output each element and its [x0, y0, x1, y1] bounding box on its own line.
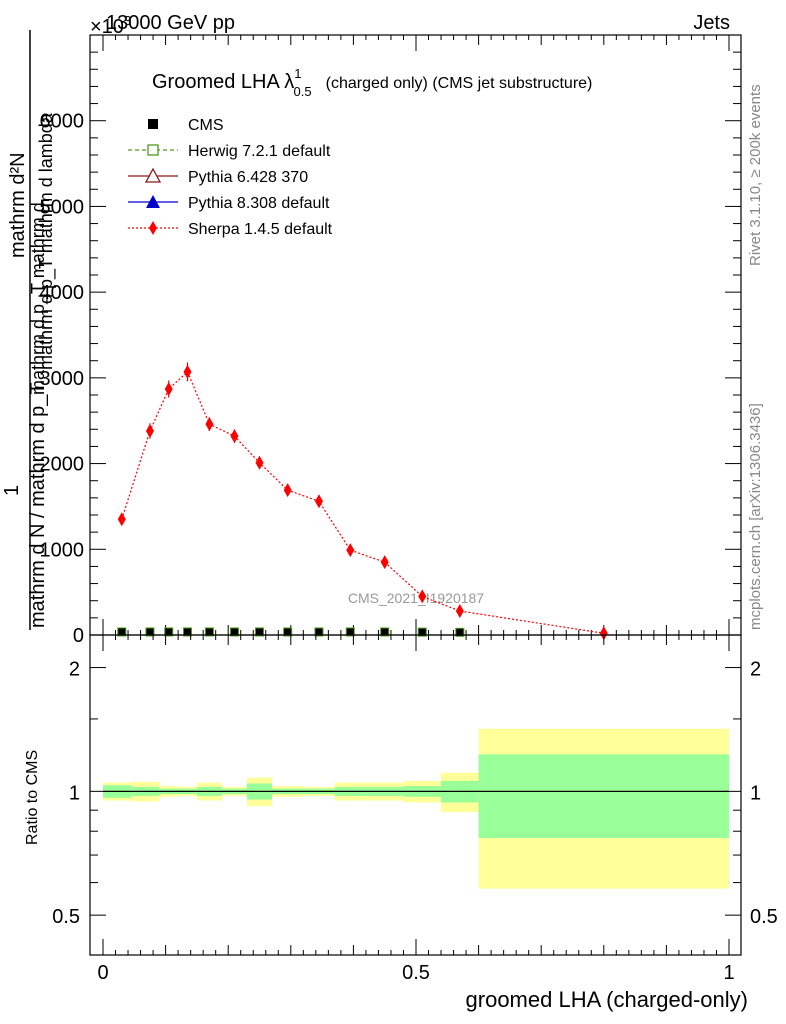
- legend-label: Sherpa 1.4.5 default: [188, 221, 333, 238]
- herwig-point: [255, 627, 264, 637]
- rivet-label: Rivet 3.1.10, ≥ 200k events: [747, 84, 764, 266]
- y-tick-label: 5000: [40, 196, 85, 218]
- y-tick-label: 1000: [40, 539, 85, 561]
- y-tick-label: 4000: [40, 282, 85, 304]
- legend-label: CMS: [188, 117, 224, 134]
- ratio-band-inner: [478, 754, 729, 839]
- main-ylabel: mathrm d²N mathrm d p_T mathrm d lambda …: [1, 30, 57, 630]
- ylabel-lower-extra: mathrm d p_T mathrm d: [28, 202, 49, 395]
- ratio-bands: [103, 728, 729, 889]
- herwig-point: [145, 627, 155, 637]
- ratio-y-tick-label-right: 2: [750, 659, 761, 681]
- cms-series: [117, 627, 465, 637]
- sherpa-point: [145, 424, 154, 438]
- herwig-point: [345, 627, 355, 637]
- sherpa-point: [230, 429, 239, 444]
- x-tick-label: 0.5: [402, 962, 430, 984]
- energy-label: 13000 GeV pp: [106, 12, 235, 34]
- cms-point: [205, 627, 214, 636]
- herwig-point: [164, 627, 174, 637]
- legend: CMS Herwig 7.2.1 default Pythia 6.428 370 P…: [128, 117, 333, 238]
- plot-title-sub: 0.5: [294, 84, 312, 99]
- cms-point: [380, 627, 389, 636]
- cms-point: [255, 627, 264, 636]
- legend-marker: [146, 195, 160, 208]
- sherpa-series: [117, 362, 608, 641]
- herwig-point: [380, 627, 390, 637]
- x-axis-label: groomed LHA (charged-only): [466, 987, 748, 1012]
- main-y-ticks: 0 1000 2000 3000 4000 5000 6000: [40, 51, 741, 647]
- ratio-y-tick-label: 2: [69, 659, 80, 681]
- herwig-point: [314, 627, 324, 637]
- cms-point: [314, 627, 323, 636]
- y-tick-label: 2000: [40, 454, 85, 476]
- plot-title-sup: 1: [294, 66, 301, 81]
- mcplots-label: mcplots.cern.ch [arXiv:1306.3436]: [747, 403, 764, 630]
- sherpa-point: [455, 604, 464, 618]
- sherpa-point: [283, 483, 292, 498]
- herwig-point: [117, 627, 127, 637]
- plot-title-main: Groomed LHA λ: [152, 71, 294, 93]
- exponent-power: 3: [124, 13, 131, 28]
- sherpa-point: [164, 382, 173, 396]
- sherpa-point: [314, 494, 323, 509]
- watermark-label: CMS_2021_I1920187: [348, 590, 484, 606]
- sherpa-point: [380, 555, 389, 570]
- herwig-point: [417, 627, 427, 637]
- ratio-x-ticks: 0 0.5 1: [97, 635, 735, 984]
- sherpa-point: [205, 417, 214, 432]
- ratio-y-tick-label-right: 0.5: [750, 906, 778, 928]
- legend-label: Pythia 6.428 370: [188, 169, 308, 186]
- legend-marker: [144, 167, 162, 183]
- herwig-point: [229, 627, 239, 637]
- ylabel-upper-sub: mathrm d p_T mathrm d lambda: [36, 112, 57, 370]
- sherpa-point: [255, 455, 264, 470]
- ylabel-upper: mathrm d²N: [7, 152, 29, 258]
- plot-title: Groomed LHA λ1 0.5 (charged only) (CMS jet…: [152, 66, 592, 99]
- exponent-base: ×10: [90, 16, 124, 38]
- sherpa-point: [346, 543, 355, 558]
- x-tick-label: 1: [723, 962, 734, 984]
- legend-label: Herwig 7.2.1 default: [188, 143, 331, 160]
- herwig-point: [455, 627, 465, 637]
- sherpa-point: [183, 364, 192, 379]
- cms-point: [455, 628, 464, 637]
- ylabel-lower: mathrm d N / mathrm d p_T: [27, 382, 49, 628]
- ratio-y-ticks: 0.5 0.5 1 1 2 2: [52, 659, 778, 929]
- sherpa-line: [121, 370, 604, 634]
- ratio-ylabel: Ratio to CMS: [24, 750, 41, 845]
- ratio-y-tick-label-right: 1: [750, 782, 761, 804]
- cms-point: [164, 627, 173, 636]
- ratio-y-tick-label: 0.5: [52, 906, 80, 928]
- cms-point: [183, 627, 192, 636]
- y-tick-label: 6000: [40, 111, 85, 133]
- cms-point: [418, 628, 427, 637]
- exponent-label: ×103: [90, 13, 131, 38]
- sherpa-point: [418, 589, 427, 604]
- cms-point: [230, 627, 239, 636]
- herwig-point: [283, 627, 293, 637]
- legend-marker: [149, 221, 157, 235]
- legend-marker: [148, 119, 158, 129]
- sherpa-point: [117, 512, 126, 527]
- ratio-y-tick-label: 1: [69, 782, 80, 804]
- ylabel-one: 1: [1, 485, 23, 496]
- y-tick-label: 3000: [40, 368, 85, 390]
- y-tick-label: 0: [73, 625, 84, 647]
- herwig-point: [183, 627, 193, 637]
- cms-point: [346, 627, 355, 636]
- cms-point: [117, 627, 126, 636]
- plot-title-suffix: (charged only) (CMS jet substructure): [326, 75, 593, 92]
- category-label: Jets: [693, 12, 730, 34]
- cms-point: [283, 627, 292, 636]
- sherpa-point: [599, 626, 608, 641]
- herwig-point: [204, 627, 214, 637]
- cms-point: [145, 627, 154, 636]
- legend-marker: [147, 144, 159, 156]
- x-tick-label: 0: [97, 962, 108, 984]
- legend-label: Pythia 8.308 default: [188, 195, 330, 212]
